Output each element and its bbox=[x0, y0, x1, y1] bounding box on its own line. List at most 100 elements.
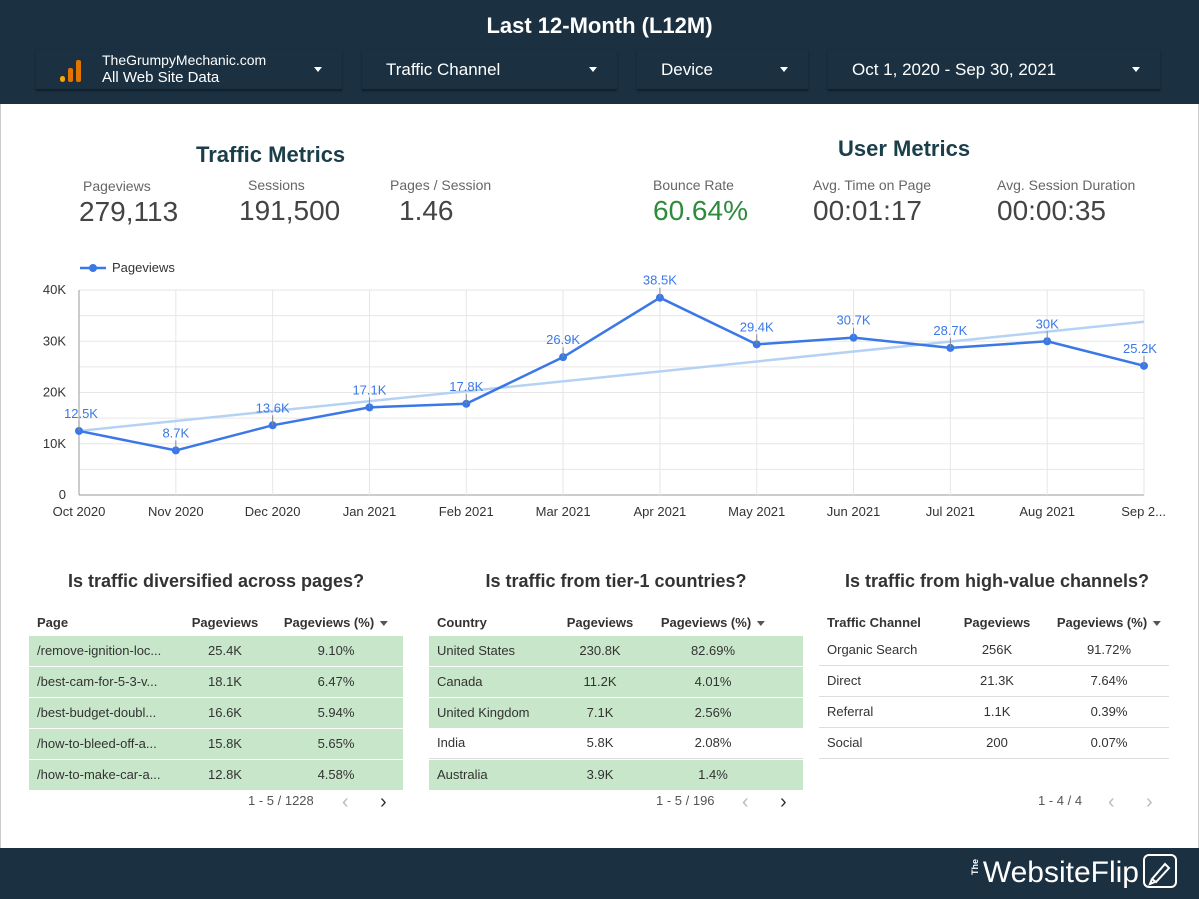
table-row[interactable]: /how-to-make-car-a... 12.8K 4.58% bbox=[29, 759, 403, 790]
table-cell: 0.39% bbox=[1090, 704, 1128, 719]
report-header: Last 12-Month (L12M) TheGrumpyMechanic.c… bbox=[0, 0, 1199, 104]
x-tick-label: May 2021 bbox=[728, 504, 785, 519]
metric-label: Bounce Rate bbox=[653, 177, 734, 193]
table-cell: 230.8K bbox=[579, 643, 621, 658]
legend-label: Pageviews bbox=[112, 260, 175, 275]
table-cell: 5.8K bbox=[586, 735, 614, 750]
table-row[interactable]: /remove-ignition-loc... 25.4K 9.10% bbox=[29, 635, 403, 666]
table-cell: 5.65% bbox=[317, 736, 355, 751]
column-header: Pageviews bbox=[191, 615, 259, 630]
data-point bbox=[849, 333, 858, 342]
table-cell: Canada bbox=[437, 674, 483, 689]
metric-label: Sessions bbox=[248, 177, 305, 193]
traffic-channel-filter[interactable]: Traffic Channel bbox=[362, 50, 617, 90]
next-page-button[interactable]: › bbox=[780, 791, 787, 813]
x-tick-label: Jun 2021 bbox=[827, 504, 881, 519]
table-row[interactable]: /best-cam-for-5-3-v... 18.1K 6.47% bbox=[29, 666, 403, 697]
table-row[interactable]: India 5.8K 2.08% bbox=[429, 728, 803, 759]
column-header: Traffic Channel bbox=[827, 615, 921, 630]
column-header: Pageviews bbox=[963, 615, 1031, 630]
data-label: 38.5K bbox=[643, 273, 677, 288]
y-tick-label: 20K bbox=[43, 385, 66, 400]
table-row[interactable]: Social 200 0.07% bbox=[819, 728, 1169, 759]
pageviews-line-chart: 0 10K 20K 30K 40K Oct 2020 Nov 2020 Dec 2020 Jan… bbox=[43, 260, 1166, 519]
prev-page-button[interactable]: ‹ bbox=[1108, 791, 1115, 813]
table-cell: 9.10% bbox=[317, 643, 355, 658]
pen-icon bbox=[1143, 854, 1177, 888]
data-label: 26.9K bbox=[546, 332, 580, 347]
metric-label: Avg. Time on Page bbox=[813, 177, 932, 193]
metric-label: Pages / Session bbox=[390, 177, 492, 193]
next-page-button[interactable]: › bbox=[380, 791, 387, 813]
x-tick-label: Nov 2020 bbox=[148, 504, 204, 519]
table-row[interactable]: Canada 11.2K 4.01% bbox=[429, 666, 803, 697]
chevron-down-icon bbox=[314, 67, 322, 72]
device-filter-label: Device bbox=[661, 60, 713, 79]
table-cell: India bbox=[437, 735, 466, 750]
brand-name: WebsiteFlip bbox=[982, 856, 1139, 889]
table-cell: Social bbox=[827, 735, 863, 750]
brand-small: The bbox=[969, 858, 980, 876]
data-point bbox=[752, 340, 761, 349]
table-row[interactable]: Referral 1.1K 0.39% bbox=[819, 697, 1169, 728]
metric-value: 191,500 bbox=[239, 195, 341, 226]
device-filter[interactable]: Device bbox=[637, 50, 808, 90]
x-tick-label: Apr 2021 bbox=[634, 504, 687, 519]
table-row[interactable]: Organic Search 256K 91.72% bbox=[819, 635, 1169, 666]
data-source-selector[interactable]: TheGrumpyMechanic.com All Web Site Data bbox=[36, 50, 342, 90]
table-row[interactable]: /best-budget-doubl... 16.6K 5.94% bbox=[29, 697, 403, 728]
table-cell: 4.58% bbox=[317, 767, 355, 782]
table-cell: Organic Search bbox=[827, 642, 918, 657]
analytics-logo-icon bbox=[60, 60, 82, 82]
sort-descending-icon bbox=[757, 621, 766, 627]
data-point bbox=[946, 343, 955, 352]
countries-table-pager: 1 - 5 / 196 ‹ › bbox=[656, 791, 787, 813]
table-cell: 5.94% bbox=[317, 705, 355, 720]
next-page-button[interactable]: › bbox=[1146, 791, 1153, 813]
table-cell: 12.8K bbox=[208, 767, 242, 782]
pages-table-pager: 1 - 5 / 1228 ‹ › bbox=[248, 791, 387, 813]
table-row[interactable]: /how-to-bleed-off-a... 15.8K 5.65% bbox=[29, 728, 403, 759]
countries-table-title: Is traffic from tier-1 countries? bbox=[485, 571, 747, 591]
table-cell: 21.3K bbox=[980, 673, 1014, 688]
sortable-column-header[interactable]: Pageviews (%) bbox=[284, 615, 389, 630]
table-cell: 11.2K bbox=[583, 674, 617, 689]
sortable-column-header[interactable]: Pageviews (%) bbox=[1057, 615, 1162, 630]
table-cell: 16.6K bbox=[208, 705, 242, 720]
table-cell: Australia bbox=[437, 767, 488, 782]
table-cell: 91.72% bbox=[1086, 642, 1132, 657]
chevron-down-icon bbox=[1132, 67, 1140, 72]
table-cell: 1.4% bbox=[698, 767, 728, 782]
table-row[interactable]: Direct 21.3K 7.64% bbox=[819, 666, 1169, 697]
data-label: 12.5K bbox=[64, 406, 98, 421]
table-cell: 18.1K bbox=[208, 674, 242, 689]
data-label: 25.2K bbox=[1123, 341, 1157, 356]
table-cell: 15.8K bbox=[208, 736, 242, 751]
prev-page-button[interactable]: ‹ bbox=[742, 791, 749, 813]
report-title: Last 12-Month (L12M) bbox=[486, 13, 713, 38]
metric-bounce-rate: Bounce Rate 60.64% bbox=[653, 177, 748, 227]
data-label: 17.1K bbox=[352, 382, 386, 397]
date-range-picker[interactable]: Oct 1, 2020 - Sep 30, 2021 bbox=[828, 50, 1160, 90]
table-cell: /best-budget-doubl... bbox=[37, 705, 157, 720]
x-tick-label: Jul 2021 bbox=[926, 504, 975, 519]
pager-range: 1 - 5 / 196 bbox=[656, 793, 715, 808]
footer-bar: The WebsiteFlip bbox=[0, 848, 1199, 899]
data-label: 30K bbox=[1036, 316, 1059, 331]
traffic-channel-filter-label: Traffic Channel bbox=[386, 60, 501, 79]
site-name: TheGrumpyMechanic.com bbox=[102, 52, 267, 68]
table-cell: 82.69% bbox=[690, 643, 736, 658]
pages-table: Page Pageviews Pageviews (%) /remove-igniti… bbox=[29, 608, 403, 790]
sortable-column-header[interactable]: Pageviews (%) bbox=[661, 615, 766, 630]
table-row[interactable]: Australia 3.9K 1.4% bbox=[429, 759, 803, 790]
table-row[interactable]: United States 230.8K 82.69% bbox=[429, 635, 803, 666]
table-cell: 200 bbox=[986, 735, 1008, 750]
metric-label: Avg. Session Duration bbox=[997, 177, 1136, 193]
table-row[interactable]: United Kingdom 7.1K 2.56% bbox=[429, 697, 803, 728]
table-cell: /best-cam-for-5-3-v... bbox=[37, 674, 158, 689]
table-cell: 256K bbox=[981, 642, 1013, 657]
prev-page-button[interactable]: ‹ bbox=[342, 791, 349, 813]
metric-pageviews: Pageviews 279,113 bbox=[79, 178, 178, 228]
table-header-row: Country Pageviews Pageviews (%) bbox=[429, 608, 803, 635]
data-label: 30.7K bbox=[837, 313, 871, 328]
